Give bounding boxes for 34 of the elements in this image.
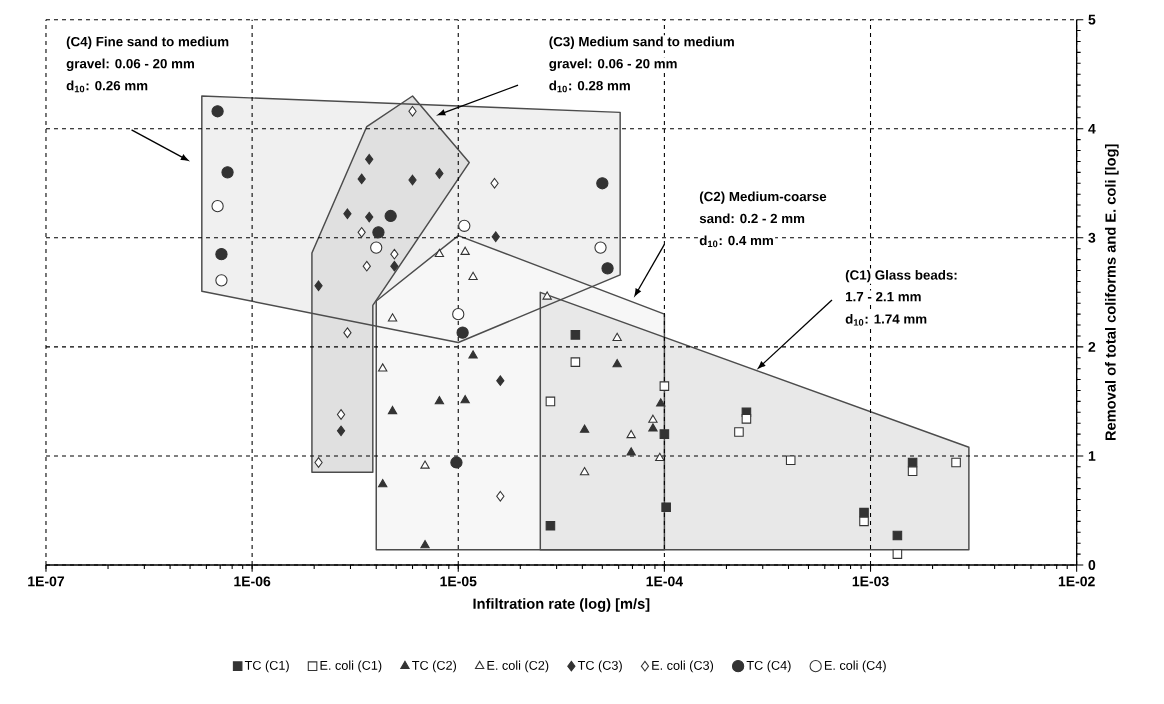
x-axis-title: Infiltration rate (log) [m/s]: [473, 598, 650, 612]
legend-label: TC (C2): [412, 660, 457, 673]
y-axis-title: Removal of total coliforms and E. coli [log]: [1104, 144, 1119, 441]
y-tick-label: 0: [1088, 560, 1096, 570]
annotation: sand: 0.2 - 2 mm: [699, 213, 805, 224]
annotation: (C4) Fine sand to medium: [66, 36, 229, 49]
legend-label: TC (C1): [244, 660, 289, 673]
annotation: (C3) Medium sand to medium: [549, 36, 734, 49]
x-tick-label: 1E-03: [852, 576, 889, 587]
x-tick-label: 1E-06: [234, 576, 271, 587]
y-tick-label: 5: [1088, 14, 1096, 25]
y-tick-label: 2: [1088, 341, 1096, 352]
legend-label: E. coli (C3): [652, 660, 714, 673]
legend-label: E. coli (C1): [320, 660, 382, 673]
legend-label: E. coli (C4): [824, 660, 886, 673]
annotation: gravel: 0.06 - 20 mm: [549, 58, 677, 72]
x-tick-label: 1E-05: [440, 576, 477, 587]
annotation: (C1) Glass beads:: [845, 269, 957, 283]
legend-label: TC (C4): [746, 660, 791, 673]
annotation: d$_{10}$: 0.26 mm: [66, 80, 148, 93]
legend-label: E. coli (C2): [487, 660, 549, 673]
annotation: (C2) Medium-coarse: [699, 191, 827, 204]
y-tick-label: 3: [1088, 232, 1096, 243]
x-tick-label: 1E-07: [28, 576, 65, 587]
y-tick-label: 4: [1088, 123, 1096, 134]
annotation: d$_{10}$: 1.74 mm: [845, 313, 927, 326]
annotation: gravel: 0.06 - 20 mm: [66, 58, 194, 72]
y-tick-label: 1: [1088, 451, 1096, 461]
annotation: d$_{10}$: 0.28 mm: [549, 80, 630, 93]
annotation: 1.7 - 2.1 mm: [846, 291, 921, 302]
x-tick-label: 1E-02: [1058, 576, 1095, 587]
annotation: d$_{10}$: 0.4 mm: [699, 235, 773, 248]
legend-label: TC (C3): [577, 660, 622, 673]
x-tick-label: 1E-04: [646, 576, 683, 587]
